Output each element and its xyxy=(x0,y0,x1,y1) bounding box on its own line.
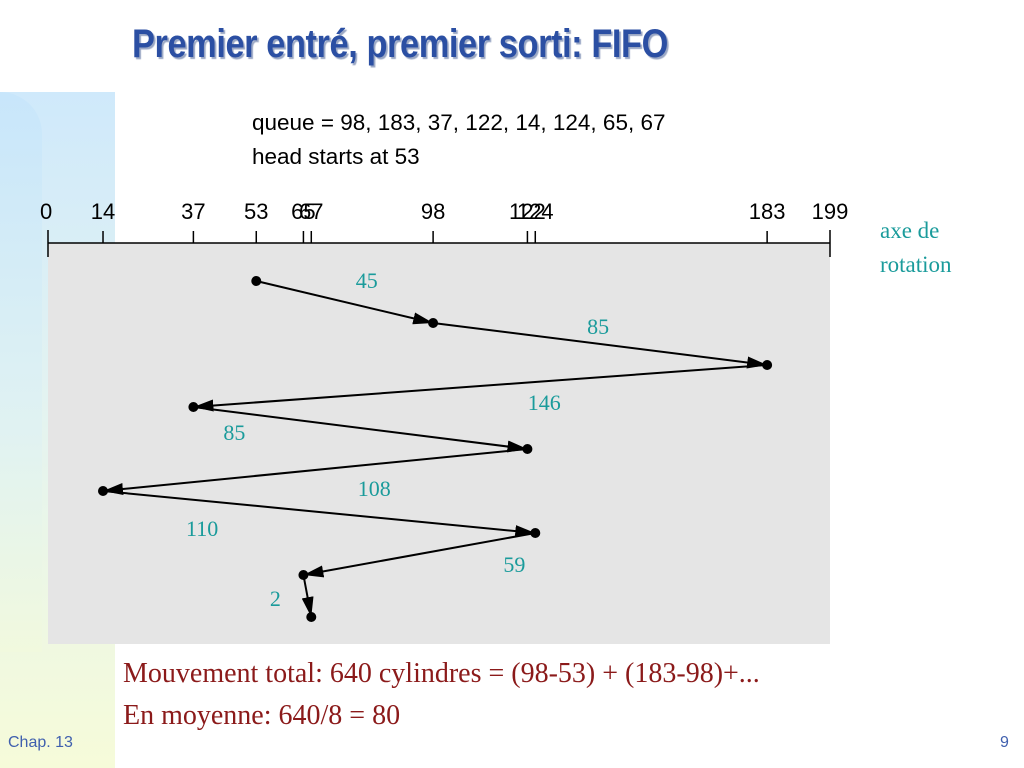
head-movement-path: 45 85 146 85 108 110 59 2 xyxy=(98,268,773,622)
axis-tick-label: 183 xyxy=(749,199,786,224)
movement-arrow xyxy=(303,532,536,578)
head-position-dot xyxy=(298,570,309,580)
movement-distance-label: 110 xyxy=(186,516,218,541)
axis-tick-label: 98 xyxy=(421,199,445,224)
movement-distance-label: 146 xyxy=(528,390,561,415)
axis-tick-label: 67 xyxy=(299,199,323,224)
head-position-dot xyxy=(188,402,199,412)
movement-distance-label: 45 xyxy=(356,268,378,293)
axis-note: axe de rotation xyxy=(880,214,952,282)
axis-tick-label: 199 xyxy=(812,199,849,224)
movement-distance-label: 85 xyxy=(587,314,609,339)
movement-arrow xyxy=(193,406,528,453)
average-movement-text: En moyenne: 640/8 = 80 xyxy=(123,700,401,731)
queue-line: queue = 98, 183, 37, 122, 14, 124, 65, 6… xyxy=(252,110,666,135)
movement-distance-label: 2 xyxy=(270,586,281,611)
head-position-dot xyxy=(522,444,533,454)
axis-tick-label: 122 xyxy=(509,199,546,224)
head-position-dot xyxy=(251,276,262,286)
movement-distance-label: 108 xyxy=(358,476,391,501)
movement-arrow xyxy=(256,280,434,325)
axis-tick-label: 0 xyxy=(40,199,52,224)
movement-distance-label: 85 xyxy=(223,420,245,445)
head-position-dot xyxy=(530,528,541,538)
movement-distance-label: 59 xyxy=(503,552,525,577)
footer-chapter: Chap. 13 xyxy=(8,734,73,751)
axis-tick-label: 124 xyxy=(517,199,554,224)
axis-note-line1: axe de xyxy=(880,218,940,243)
movement-arrow xyxy=(102,490,536,538)
total-movement-text: Mouvement total: 640 cylindres = (98-53)… xyxy=(123,658,760,689)
head-position-dot xyxy=(98,486,109,496)
movement-arrow xyxy=(301,574,314,618)
axis-tick-label: 37 xyxy=(181,199,205,224)
head-start-line: head starts at 53 xyxy=(252,144,420,169)
axis-tick-label: 65 xyxy=(291,199,315,224)
head-position-dot xyxy=(762,360,773,370)
movement-arrow xyxy=(432,322,768,369)
slide-title: Premier entré, premier sorti: FIFO xyxy=(132,22,668,66)
left-decorative-tab xyxy=(0,92,42,652)
movement-arrow xyxy=(193,364,768,412)
footer-page-number: 9 xyxy=(1000,734,1009,751)
axis-note-line2: rotation xyxy=(880,252,952,277)
axis-tick-label: 14 xyxy=(91,199,115,224)
movement-arrow xyxy=(102,448,528,496)
axis-tick-label: 53 xyxy=(244,199,268,224)
head-position-dot xyxy=(306,612,317,622)
diagram-panel xyxy=(48,243,830,644)
head-position-dot xyxy=(428,318,439,328)
